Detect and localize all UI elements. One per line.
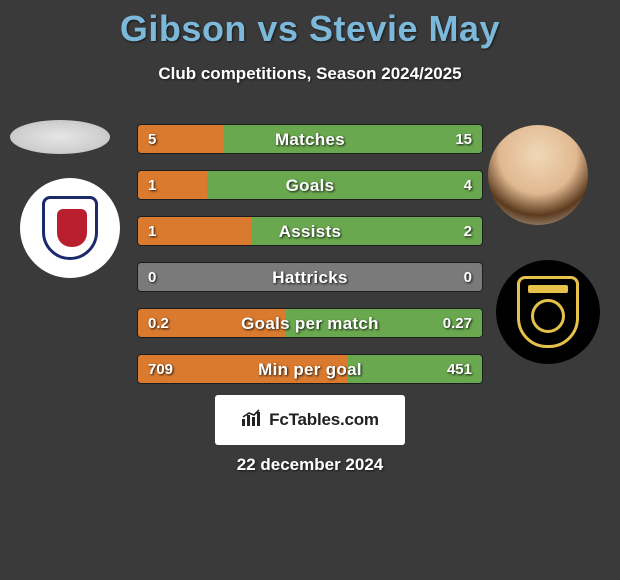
stat-label: Hattricks bbox=[138, 263, 482, 292]
club-left-crest bbox=[20, 178, 120, 278]
stat-value-left: 709 bbox=[148, 355, 173, 384]
stat-label: Goals bbox=[138, 171, 482, 200]
page-title: Gibson vs Stevie May bbox=[0, 0, 620, 50]
infographic-date: 22 december 2024 bbox=[0, 455, 620, 475]
stat-value-right: 2 bbox=[464, 217, 472, 246]
brand-text: FcTables.com bbox=[269, 410, 379, 430]
stat-value-left: 1 bbox=[148, 217, 156, 246]
stat-row: Matches5 15 bbox=[137, 124, 483, 154]
stat-value-left: 0 bbox=[148, 263, 156, 292]
stat-value-left: 1 bbox=[148, 171, 156, 200]
stat-value-right: 4 bbox=[464, 171, 472, 200]
comparison-bars: Matches515Goals14Assists12Hattricks00Goa… bbox=[137, 124, 483, 400]
stat-value-left: 5 bbox=[148, 125, 156, 154]
stat-row: Min per goal709 451 bbox=[137, 354, 483, 384]
chart-icon bbox=[241, 409, 263, 432]
club-right-crest bbox=[496, 260, 600, 364]
stat-value-right: 15 bbox=[455, 125, 472, 154]
stat-row: Assists1 2 bbox=[137, 216, 483, 246]
stat-value-right: 451 bbox=[447, 355, 472, 384]
page-subtitle: Club competitions, Season 2024/2025 bbox=[0, 64, 620, 84]
stat-value-left: 0.2 bbox=[148, 309, 169, 338]
brand-badge: FcTables.com bbox=[215, 395, 405, 445]
stat-value-right: 0.27 bbox=[443, 309, 472, 338]
comparison-infographic: Gibson vs Stevie May Club competitions, … bbox=[0, 0, 620, 580]
shield-icon bbox=[517, 276, 579, 348]
stat-label: Min per goal bbox=[138, 355, 482, 384]
player-left-avatar-placeholder bbox=[10, 120, 110, 154]
stat-row: Goals1 4 bbox=[137, 170, 483, 200]
stat-label: Matches bbox=[138, 125, 482, 154]
stat-value-right: 0 bbox=[464, 263, 472, 292]
shield-icon bbox=[42, 196, 98, 260]
stat-row: Goals per match0.2 0.27 bbox=[137, 308, 483, 338]
player-right-avatar bbox=[488, 125, 588, 225]
stat-label: Assists bbox=[138, 217, 482, 246]
stat-label: Goals per match bbox=[138, 309, 482, 338]
stat-row: Hattricks0 0 bbox=[137, 262, 483, 292]
